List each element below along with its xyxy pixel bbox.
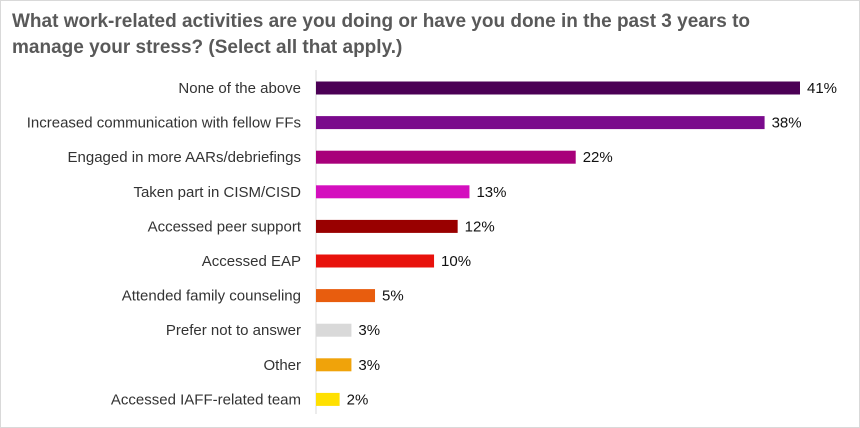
bar xyxy=(316,392,340,406)
data-label: 13% xyxy=(476,184,506,201)
bar xyxy=(316,185,470,199)
category-label: Taken part in CISM/CISD xyxy=(133,184,301,201)
category-label: Increased communication with fellow FFs xyxy=(27,115,301,132)
bar xyxy=(316,116,765,130)
bar xyxy=(316,81,800,95)
chart-title: What work-related activities are you doi… xyxy=(12,11,751,58)
bar xyxy=(316,150,576,164)
data-label: 3% xyxy=(358,322,380,339)
bar xyxy=(316,358,352,372)
data-label: 41% xyxy=(807,80,837,97)
data-label: 5% xyxy=(382,288,404,305)
category-label: Accessed IAFF-related team xyxy=(111,391,301,408)
category-label: Accessed EAP xyxy=(202,253,301,270)
data-label: 10% xyxy=(441,253,471,270)
data-label: 3% xyxy=(358,357,380,374)
data-label: 2% xyxy=(347,391,369,408)
category-label: Accessed peer support xyxy=(148,218,302,235)
bar xyxy=(316,254,435,268)
bar xyxy=(316,323,352,337)
category-label: Engaged in more AARs/debriefings xyxy=(68,149,301,166)
data-label: 38% xyxy=(772,115,802,132)
category-label: Prefer not to answer xyxy=(166,322,301,339)
bar xyxy=(316,289,376,303)
category-label: Attended family counseling xyxy=(122,288,301,305)
data-label: 12% xyxy=(465,218,495,235)
category-label: None of the above xyxy=(178,80,301,97)
bar xyxy=(316,219,458,233)
category-label: Other xyxy=(263,357,301,374)
data-label: 22% xyxy=(583,149,613,166)
